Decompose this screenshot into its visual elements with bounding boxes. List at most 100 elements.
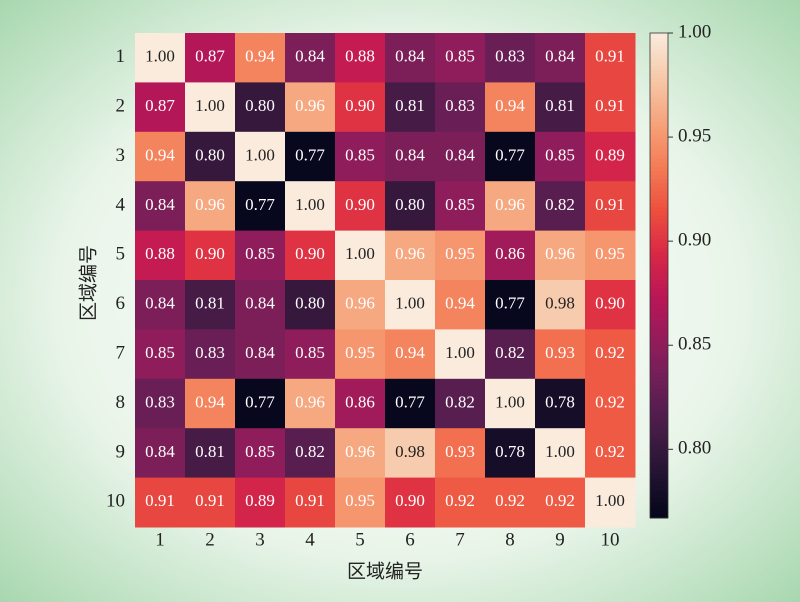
cell-label: 0.89 (245, 491, 275, 510)
cell-label: 0.83 (445, 96, 475, 115)
heatmap-cell (385, 329, 436, 380)
cell-label: 0.91 (595, 47, 625, 66)
heatmap-cell (285, 329, 336, 380)
x-axis-title: 区域编号 (347, 560, 423, 582)
heatmap-cell (485, 82, 536, 133)
colorbar-segment (650, 501, 668, 507)
colorbar-segment (650, 130, 668, 135)
heatmap-cell (285, 82, 336, 133)
cell-label: 0.77 (295, 145, 325, 164)
cell-label: 1.00 (495, 392, 525, 411)
heatmap-cell (235, 33, 286, 83)
cell-label: 0.90 (345, 96, 375, 115)
cell-label: 0.81 (195, 294, 225, 313)
colorbar-segment (650, 473, 668, 479)
y-tick-label: 3 (116, 145, 126, 166)
colorbar-segment (650, 154, 668, 159)
x-tick-label: 6 (405, 529, 415, 550)
heatmap-cell (485, 280, 536, 330)
colorbar-segment (650, 437, 668, 442)
x-tick-label: 2 (205, 529, 215, 550)
colorbar-segment (650, 364, 668, 369)
x-tick-label: 10 (601, 529, 620, 550)
cell-label: 0.82 (545, 195, 575, 214)
colorbar-segment (650, 235, 668, 240)
cell-label: 0.77 (245, 195, 275, 214)
heatmap-cell (235, 280, 286, 330)
colorbar-segment (650, 404, 668, 410)
cell-label: 0.89 (595, 145, 625, 164)
cell-label: 0.96 (345, 442, 375, 461)
colorbar-segment (650, 505, 668, 511)
heatmap-cell (535, 82, 586, 133)
colorbar-segment (650, 89, 668, 95)
cell-label: 0.94 (445, 294, 475, 313)
y-axis-title: 区域编号 (77, 245, 99, 321)
colorbar-segment (650, 340, 668, 345)
heatmap-cell (335, 131, 386, 182)
colorbar-segment (650, 267, 668, 272)
heatmap-cell (385, 280, 436, 330)
colorbar-segment (650, 465, 668, 470)
colorbar-segment (650, 69, 668, 74)
heatmap-cell (535, 329, 586, 380)
cell-label: 0.85 (445, 47, 475, 66)
colorbar-segment (650, 429, 668, 434)
colorbar-segment (650, 255, 668, 260)
heatmap-cell (285, 280, 336, 330)
colorbar-segment (650, 227, 668, 232)
cell-label: 0.91 (595, 96, 625, 115)
colorbar-segment (650, 469, 668, 475)
cell-label: 1.00 (395, 294, 425, 313)
heatmap-cell (485, 131, 536, 182)
cell-label: 0.92 (595, 442, 625, 461)
colorbar-segment (650, 384, 668, 390)
cell-label: 0.84 (445, 145, 475, 164)
colorbar-segment (650, 352, 668, 357)
heatmap-cell (235, 82, 286, 133)
colorbar-segment (650, 239, 668, 244)
colorbar-segment (650, 198, 668, 204)
colorbar-segment (650, 138, 668, 143)
heatmap-cell (285, 378, 336, 429)
colorbar-segment (650, 243, 668, 248)
heatmap-cell (485, 329, 536, 380)
colorbar-segment (650, 485, 668, 491)
heatmap-cell (135, 280, 186, 330)
heatmap-cell (485, 181, 536, 232)
colorbar-segment (650, 231, 668, 236)
colorbar-tick-label: 0.80 (678, 438, 711, 459)
cell-label: 0.91 (195, 491, 225, 510)
colorbar-segment (650, 295, 668, 301)
cell-label: 0.81 (395, 96, 425, 115)
cell-label: 0.96 (495, 195, 525, 214)
colorbar-segment (650, 113, 668, 119)
heatmap-cell (135, 230, 186, 281)
heatmap-cell (385, 82, 436, 133)
cell-label: 0.92 (545, 491, 575, 510)
heatmap-cell (535, 33, 586, 83)
heatmap-cell (585, 33, 636, 83)
heatmap-cell (285, 33, 336, 83)
heatmap-cell (185, 181, 236, 232)
heatmap-cell (335, 181, 386, 232)
heatmap-cell (235, 230, 286, 281)
cell-label: 0.86 (345, 392, 375, 411)
heatmap-cell (485, 230, 536, 281)
heatmap-cell (185, 82, 236, 133)
cell-label: 0.83 (495, 47, 525, 66)
cell-label: 0.92 (445, 491, 475, 510)
colorbar-segment (650, 158, 668, 163)
colorbar-segment (650, 49, 668, 54)
heatmap-cell (435, 477, 486, 528)
colorbar-segment (650, 319, 668, 325)
colorbar-segment (650, 416, 668, 422)
heatmap-cell (485, 378, 536, 429)
colorbar-segment (650, 271, 668, 276)
colorbar-segment (650, 311, 668, 317)
heatmap-cell (335, 477, 386, 528)
colorbar-segment (650, 222, 668, 228)
colorbar-segment (650, 449, 668, 454)
heatmap-cell (485, 428, 536, 479)
colorbar-segment (650, 214, 668, 220)
